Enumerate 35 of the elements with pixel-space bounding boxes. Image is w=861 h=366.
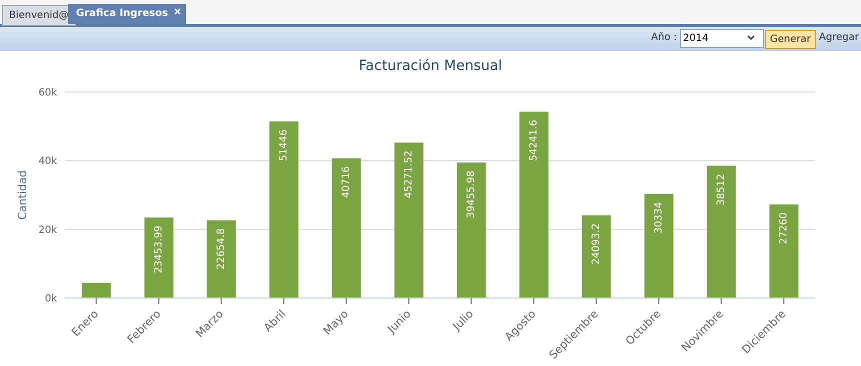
y-tick-label: 20k: [38, 224, 58, 236]
data-label: 54241.6: [528, 120, 540, 162]
y-tick-label: 60k: [38, 88, 58, 99]
y-tick-label: 40k: [38, 156, 58, 168]
text: 2014: [680, 29, 764, 48]
data-label: 24093.2: [590, 223, 602, 265]
bar: [519, 112, 548, 298]
data-label: 45271.52: [403, 150, 414, 198]
data-label: 22654.8: [216, 228, 227, 270]
text: Año :: [651, 32, 677, 43]
bar: [644, 194, 674, 298]
data-label: 40716: [340, 166, 352, 198]
bar: [769, 204, 798, 298]
bar: [456, 162, 486, 298]
text: Bienvenid@: [2, 5, 76, 26]
text: Agregar: [819, 32, 859, 43]
data-label: 39455.98: [466, 170, 477, 218]
y-tick-label: 0k: [44, 294, 58, 305]
data-label: 51446: [278, 129, 290, 162]
data-label: 23453.99: [153, 225, 164, 274]
bar: [206, 220, 236, 298]
text: Generar: [765, 30, 816, 49]
data-label: 30334: [653, 202, 664, 234]
text: Grafica Ingresos: [68, 4, 186, 24]
y-axis-title: Cantidad: [16, 170, 29, 220]
bar: [582, 215, 611, 298]
bar: [332, 158, 361, 298]
data-label: 38512: [716, 174, 727, 206]
bar: [706, 166, 736, 298]
chart-title: Facturación Mensual: [358, 58, 504, 74]
bar: [144, 217, 174, 298]
bar: [269, 121, 298, 298]
data-label: 27260: [778, 212, 790, 244]
bar: [82, 282, 111, 298]
bar: [394, 142, 424, 298]
